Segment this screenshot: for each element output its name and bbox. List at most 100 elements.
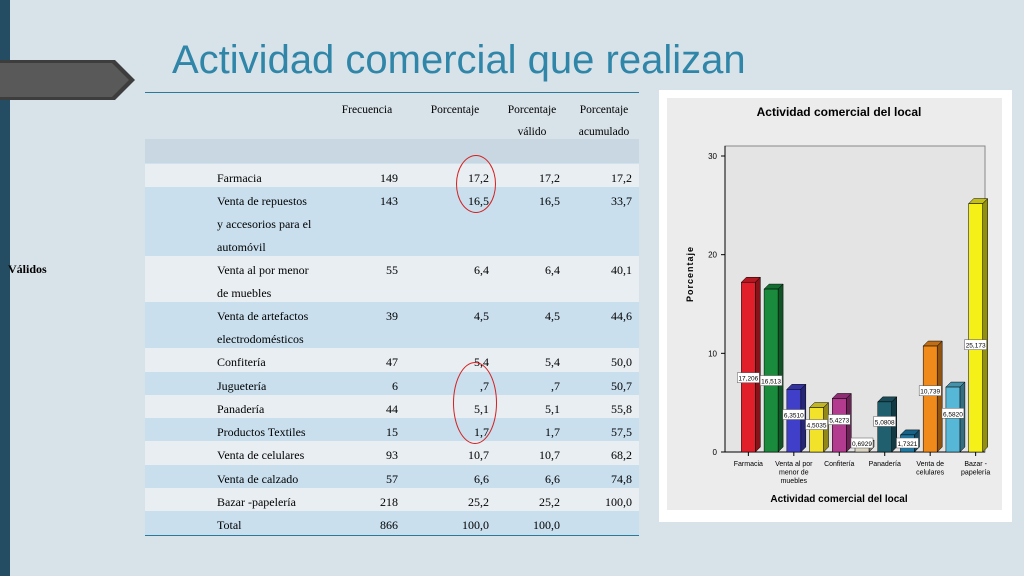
y-tick-label: 20 — [708, 251, 717, 260]
row-category: Bazar -papelería — [217, 495, 296, 510]
table-row: Total 866 100,0 100,0 — [145, 511, 639, 536]
bar — [763, 288, 779, 453]
row-group-label: Válidos — [8, 262, 47, 276]
header-frecuencia: Frecuencia — [341, 104, 393, 116]
x-tick-label: menor de — [779, 470, 809, 477]
bar — [945, 386, 961, 453]
table-row: Juguetería 6,7,7 50,7 — [145, 371, 639, 395]
row-porcentaje-valido: 5,4 — [545, 355, 560, 370]
highlight-circle — [456, 155, 496, 213]
row-category: Productos Textiles — [217, 425, 306, 440]
row-porcentaje: 100,0 — [462, 518, 489, 533]
row-porcentaje-valido: 100,0 — [533, 518, 560, 533]
row-porcentaje-acumulado: 44,6 — [611, 309, 632, 324]
row-frecuencia: 39 — [386, 309, 398, 324]
row-frecuencia: 218 — [380, 495, 398, 510]
row-porcentaje-valido: 4,5 — [545, 309, 560, 324]
row-category: Venta de celulares — [217, 448, 305, 463]
x-tick-label: Panadería — [869, 461, 901, 468]
data-label: 4,5035 — [807, 423, 827, 430]
bar-side — [982, 198, 988, 453]
frequency-table: Frecuencia Porcentaje Porcentaje válido … — [145, 92, 639, 536]
row-porcentaje-valido: ,7 — [551, 378, 560, 393]
row-category: Panadería — [217, 401, 265, 416]
highlight-circle — [453, 362, 497, 444]
bar-side — [936, 340, 943, 453]
row-porcentaje-valido: 6,6 — [545, 471, 560, 486]
data-label-box — [805, 419, 828, 430]
x-tick-label: muebles — [781, 478, 808, 485]
row-porcentaje-valido: 10,7 — [539, 448, 560, 463]
row-category: Venta de repuestos y accesorios para el au… — [217, 194, 312, 255]
row-frecuencia: 47 — [386, 355, 398, 370]
data-label-box — [782, 409, 806, 420]
table-row: Productos Textiles 15 1,7 1,7 57,5 — [145, 418, 639, 442]
chart-panel: Actividad comercial del local 0 10 20 30 Porc… — [659, 90, 1012, 522]
row-frecuencia: 149 — [380, 171, 398, 185]
data-label-box — [918, 385, 942, 396]
table-row: Venta de artefactos electrodomésticos 39 4,… — [145, 302, 639, 349]
row-category: Venta al por menor de muebles — [217, 263, 309, 301]
row-porcentaje-acumulado: 74,8 — [611, 471, 632, 486]
row-frecuencia: 55 — [386, 263, 398, 278]
row-frecuencia: 15 — [386, 425, 398, 440]
x-tick-label: papelería — [961, 470, 990, 477]
table-row: Panadería 44 5,1 5,1 55,8 — [145, 394, 639, 419]
header-porcentaje-valido: Porcentaje válido — [507, 104, 557, 138]
row-frecuencia: 143 — [380, 194, 398, 209]
left-accent-bar — [0, 0, 10, 576]
row-porcentaje-acumulado: 55,8 — [611, 401, 632, 416]
data-label: 16,513 — [761, 379, 781, 386]
data-label: 5,0808 — [875, 419, 895, 426]
bar — [968, 203, 983, 453]
row-category: Confitería — [217, 355, 266, 370]
row-porcentaje-acumulado: 100,0 — [605, 495, 632, 510]
table-row: Venta de repuestos y accesorios para el au… — [145, 187, 639, 257]
row-porcentaje-acumulado: 50,7 — [611, 378, 632, 393]
bar — [877, 401, 892, 453]
x-tick-label: Farmacia — [734, 461, 763, 468]
chart-background: Actividad comercial del local 0 10 20 30 Porc… — [667, 98, 1002, 510]
row-porcentaje-valido: 16,5 — [539, 194, 560, 209]
bar — [741, 281, 756, 453]
bar — [786, 389, 802, 453]
x-tick-label: Confitería — [824, 461, 854, 468]
data-label-box — [941, 408, 965, 419]
x-tick-label: Bazar - — [964, 461, 987, 468]
data-label: 6,5820 — [943, 411, 963, 418]
row-category: Total — [217, 518, 242, 533]
y-tick-label: 0 — [713, 448, 718, 457]
row-porcentaje: 6,6 — [474, 471, 489, 486]
data-label-box — [850, 437, 874, 449]
row-porcentaje-valido: 17,2 — [539, 171, 560, 185]
x-tick-label: Venta al por — [775, 461, 813, 468]
data-label-box — [896, 437, 919, 449]
row-frecuencia: 44 — [386, 401, 398, 416]
row-category: Farmacia — [217, 171, 262, 185]
table-row: Venta de celulares 93 10,7 10,7 68,2 — [145, 441, 639, 465]
y-tick-label: 10 — [708, 349, 717, 358]
table-header: Frecuencia Porcentaje Porcentaje válido … — [145, 92, 639, 139]
row-porcentaje-acumulado: 57,5 — [611, 425, 632, 440]
data-label: 10,739 — [920, 389, 940, 396]
header-porcentaje: Porcentaje — [430, 104, 480, 116]
row-frecuencia: 93 — [386, 448, 398, 463]
bar-side — [777, 283, 784, 453]
x-axis-label: Actividad comercial del local — [770, 494, 907, 505]
row-porcentaje-acumulado: 40,1 — [611, 263, 632, 278]
x-tick-label: Venta de — [916, 461, 944, 468]
slide-title: Actividad comercial que realizan — [172, 38, 746, 82]
data-label: 5,4273 — [829, 418, 849, 425]
row-porcentaje-acumulado: 50,0 — [611, 355, 632, 370]
data-label: 6,3510 — [784, 413, 804, 420]
data-label-box — [873, 416, 896, 427]
data-label: 1,7321 — [898, 441, 918, 448]
header-porcentaje-acumulado: Porcentaje acumulado — [578, 104, 630, 138]
row-porcentaje: 25,2 — [468, 495, 489, 510]
data-label: 17,206 — [738, 376, 758, 383]
row-porcentaje: 10,7 — [468, 448, 489, 463]
data-label: 25,173 — [966, 343, 986, 350]
row-porcentaje-acumulado: 33,7 — [611, 194, 632, 209]
row-porcentaje-valido: 6,4 — [545, 263, 560, 278]
row-porcentaje-valido: 25,2 — [539, 495, 560, 510]
